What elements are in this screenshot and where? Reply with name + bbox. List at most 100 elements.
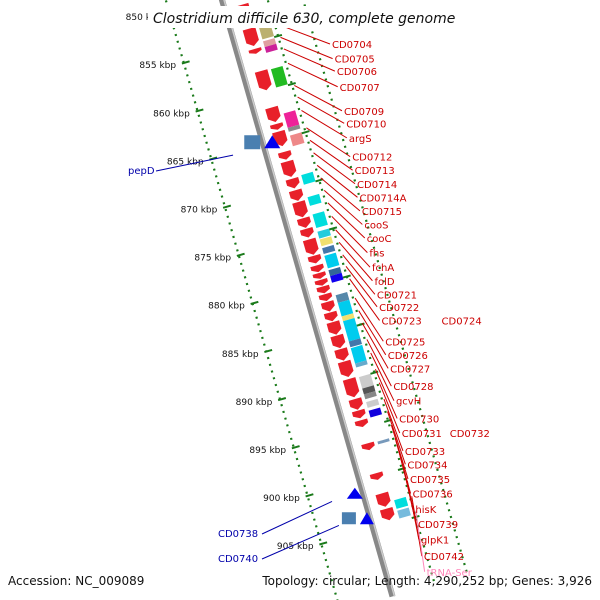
gene-label-CD0722: CD0722 xyxy=(379,303,419,314)
gene-label-CD0732: CD0732 xyxy=(450,429,490,440)
tick-label-895: 895 kbp xyxy=(249,446,286,456)
tick-label-870: 870 kbp xyxy=(181,205,218,215)
gene-label-CD0710: CD0710 xyxy=(346,119,386,130)
CD0740-arrow xyxy=(359,512,374,525)
leader-line-tRNA-Ser xyxy=(415,510,426,572)
leader-line-fhs xyxy=(331,215,368,253)
forward-gene-arrow-14 xyxy=(296,216,311,228)
backbone-line xyxy=(218,0,396,598)
tick-mark-860 xyxy=(195,108,204,113)
tick-mark-875 xyxy=(236,252,245,257)
CD0740-block xyxy=(341,512,356,525)
leader-line-CD0707 xyxy=(287,62,338,88)
gc-block-31 xyxy=(394,496,409,509)
leader-line-CD0709 xyxy=(294,85,343,112)
forward-gene-arrow-32 xyxy=(354,418,369,427)
leader-line-fchA xyxy=(335,229,371,268)
gc-block-17 xyxy=(330,272,344,283)
gc-block-28 xyxy=(366,398,380,408)
gc-block-30 xyxy=(377,438,390,445)
tick-label-900: 900 kbp xyxy=(263,494,300,504)
gene-label-CD0714: CD0714 xyxy=(357,180,397,191)
forward-gene-arrow-25 xyxy=(326,320,342,335)
leader-line-CD0706 xyxy=(283,48,336,72)
CD0738-arrow xyxy=(346,487,363,499)
leader-line-CD0742 xyxy=(411,496,423,557)
label-leader-lines xyxy=(155,23,426,572)
leader-line-CD0731 xyxy=(378,382,401,434)
leader-line-CD0713 xyxy=(309,139,353,171)
gc-block-25 xyxy=(358,373,374,389)
gc-block-15 xyxy=(324,252,340,269)
gc-block-11 xyxy=(312,211,328,228)
tick-label-850: 850 kbp xyxy=(126,13,163,23)
leader-line-CD0734 xyxy=(387,411,406,465)
gene-label-CD0738: CD0738 xyxy=(218,529,258,540)
leader-line-CD0733 xyxy=(383,398,404,451)
tick-label-865: 865 kbp xyxy=(167,157,204,167)
gene-label-CD0730: CD0730 xyxy=(399,414,439,425)
gc-block-5 xyxy=(270,66,288,88)
gc-block-13 xyxy=(319,236,334,247)
forward-gene-arrow-20 xyxy=(314,278,328,286)
leader-line-CD0715 xyxy=(320,177,361,212)
gc-block-6 xyxy=(283,110,300,128)
gc-block-27 xyxy=(363,391,377,400)
leader-line-folD xyxy=(338,241,373,282)
leader-line-CD0728 xyxy=(366,339,392,387)
backbone-highlight xyxy=(223,0,396,597)
gene-label-CD0724: CD0724 xyxy=(442,316,482,327)
gene-label-tRNA-Ser: tRNA-Ser xyxy=(427,568,473,579)
gc-block-20 xyxy=(341,313,355,322)
tick-mark-885 xyxy=(264,348,273,354)
gene-label-CD0728: CD0728 xyxy=(393,382,433,393)
pepD-block xyxy=(244,135,261,150)
gene-label-CD0739: CD0739 xyxy=(418,520,458,531)
forward-gene-arrow-28 xyxy=(337,359,354,377)
tick-label-855: 855 kbp xyxy=(139,61,176,71)
genome-summary-text: Topology: circular; Length: 4,290,252 bp… xyxy=(262,574,592,588)
tick-mark-855 xyxy=(181,60,190,65)
gc-block-3 xyxy=(263,38,277,48)
tick-mark-880 xyxy=(250,300,259,305)
gene-label-CD0707: CD0707 xyxy=(340,83,380,94)
forward-gene-arrow-16 xyxy=(302,237,319,255)
gc-block-16 xyxy=(328,267,342,277)
tick-mark-890 xyxy=(277,397,287,402)
forward-gene-arrow-7 xyxy=(269,122,284,130)
tick-label-880: 880 kbp xyxy=(208,302,245,312)
gc-block-26 xyxy=(362,385,376,395)
forward-gene-arrow-13 xyxy=(292,200,308,218)
gc-block-18 xyxy=(335,292,350,303)
gene-label-CD0735: CD0735 xyxy=(410,475,450,486)
tick-mark-inner-875 xyxy=(328,226,338,231)
gc-block-12 xyxy=(317,228,331,239)
leader-line-argS xyxy=(301,110,348,139)
gene-label-CD0723: CD0723 xyxy=(382,316,422,327)
gene-label-folD: folD xyxy=(374,277,394,288)
gene-label-CD0721: CD0721 xyxy=(377,290,417,301)
forward-gene-arrow-5 xyxy=(254,69,272,91)
leader-line-CD0722 xyxy=(345,266,378,308)
leader-line-CD0727 xyxy=(361,322,389,369)
forward-gene-arrow-33 xyxy=(361,441,375,451)
leader-line-CD0714A xyxy=(316,164,358,198)
leader-line-cooS xyxy=(323,189,363,225)
gene-label-CD0726: CD0726 xyxy=(388,351,428,362)
gc-block-21 xyxy=(343,318,361,342)
gene-label-cooC: cooC xyxy=(367,234,392,245)
forward-gene-arrow-29 xyxy=(342,377,360,398)
gc-block-24 xyxy=(355,360,368,368)
gene-label-CD0715: CD0715 xyxy=(362,207,402,218)
gene-label-cooS: cooS xyxy=(364,220,388,231)
tick-mark-900 xyxy=(305,493,314,498)
tick-mark-inner-870 xyxy=(315,178,324,183)
map-title: Clostridium difficile 630, complete geno… xyxy=(153,11,455,27)
leader-line-CD0730 xyxy=(374,369,398,419)
leader-line-CD0710 xyxy=(297,96,345,124)
leader-line-pepD xyxy=(155,154,234,172)
